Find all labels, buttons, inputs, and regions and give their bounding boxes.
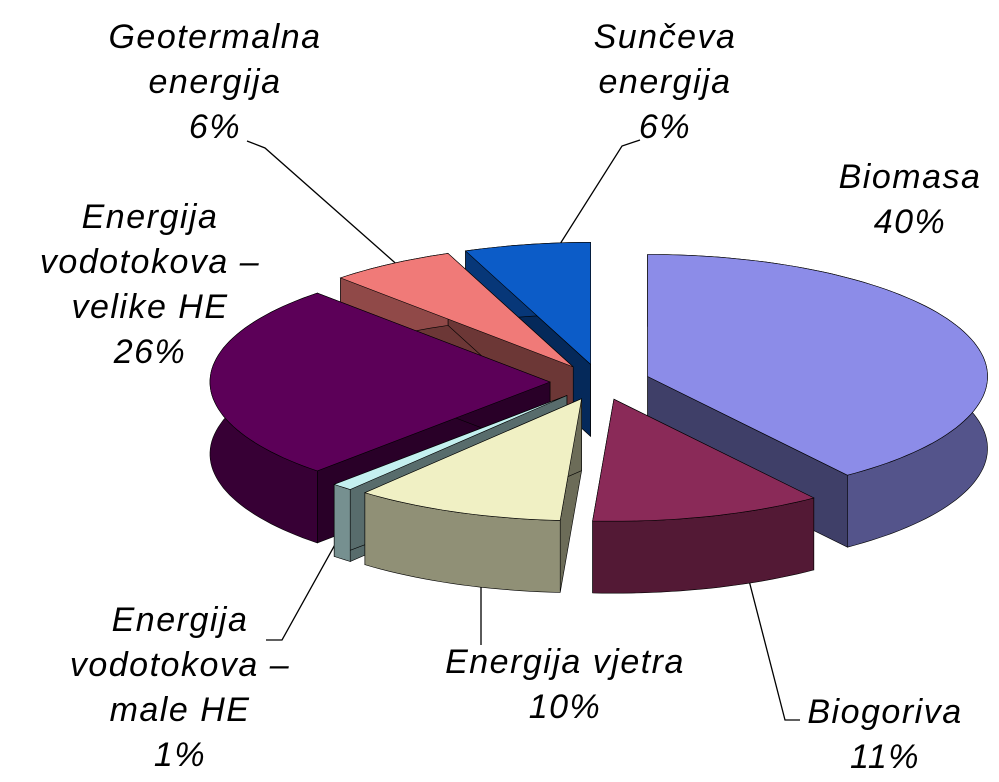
- leader-line: [246, 140, 411, 277]
- category-label: Biogoriva: [807, 693, 963, 731]
- value-label: 11%: [849, 738, 921, 776]
- leader-line: [735, 529, 800, 721]
- category-label: Sunčeva energija: [593, 18, 737, 101]
- pie: [209, 242, 988, 594]
- slice-label: Geotermalna energija 6%: [80, 15, 350, 150]
- slice-top: [339, 253, 574, 368]
- slice-label: Energija vjetra 10%: [395, 640, 735, 730]
- value-label: 1%: [153, 736, 207, 774]
- value-label: 6%: [638, 108, 692, 146]
- value-label: 10%: [528, 688, 602, 726]
- value-label: 26%: [113, 333, 187, 371]
- category-label: Geotermalna energija: [108, 18, 322, 101]
- leader-line: [266, 504, 358, 641]
- slice-label: Biogoriva 11%: [760, 690, 999, 780]
- slice-label: Energija vodotokova – velike HE 26%: [30, 195, 270, 375]
- slice-top: [333, 395, 568, 490]
- slice: [592, 398, 815, 594]
- category-label: Energija vodotokova – male HE: [69, 601, 291, 729]
- category-label: Energija vjetra: [445, 643, 685, 681]
- category-label: Energija vodotokova – velike HE: [39, 198, 261, 326]
- value-label: 40%: [873, 203, 947, 241]
- slice-top: [464, 242, 591, 366]
- slice-label: Sunčeva energija 6%: [560, 15, 770, 150]
- leader-line: [547, 139, 641, 264]
- value-label: 6%: [188, 108, 242, 146]
- slice-top: [647, 254, 988, 476]
- slice: [364, 398, 582, 593]
- slice-top: [592, 398, 815, 522]
- slice-label: Biomasa 40%: [810, 155, 999, 245]
- slice-top: [209, 292, 551, 472]
- slice-top: [364, 398, 582, 521]
- slice-wall: [333, 483, 351, 562]
- slice-label: Energija vodotokova – male HE 1%: [60, 598, 300, 778]
- category-label: Biomasa: [838, 158, 982, 196]
